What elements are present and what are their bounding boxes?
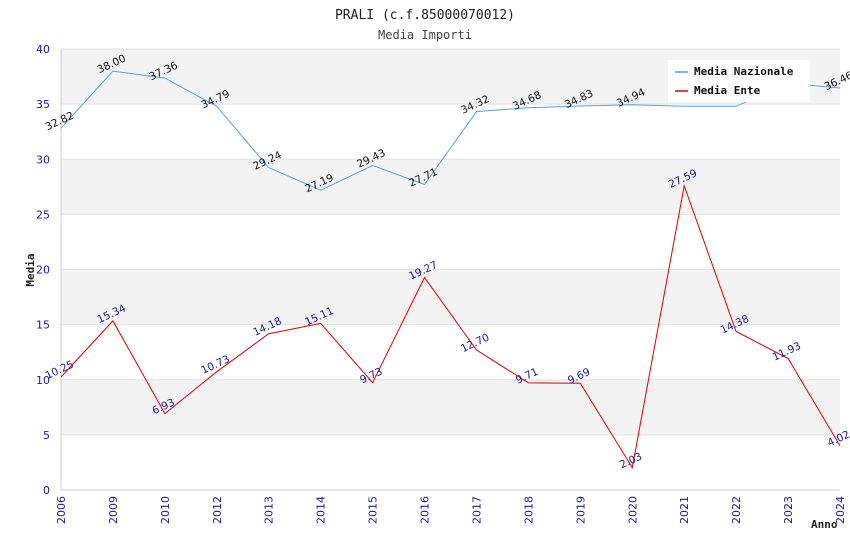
y-tick-label: 15 xyxy=(36,319,50,332)
x-tick-label: 2006 xyxy=(55,496,68,524)
grid-bands xyxy=(61,49,840,490)
x-tick-label: 2018 xyxy=(522,496,535,524)
x-tick-label: 2016 xyxy=(419,496,432,524)
legend-label-ente: Media Ente xyxy=(694,84,761,97)
chart-title: PRALI (c.f.85000070012) xyxy=(335,8,515,23)
x-tick-label: 2010 xyxy=(159,496,172,524)
x-tick-label: 2022 xyxy=(730,496,743,524)
axes xyxy=(60,49,840,491)
grid-band xyxy=(61,269,840,325)
grid-band xyxy=(61,434,840,490)
series-line-ente xyxy=(60,183,841,469)
x-tick-label: 2014 xyxy=(315,496,328,524)
grid-band xyxy=(61,159,840,215)
grid-band xyxy=(61,379,840,435)
grid-band xyxy=(61,214,840,270)
x-tick-label: 2017 xyxy=(470,496,483,524)
x-tick-label: 2015 xyxy=(367,496,380,524)
series-line-nazionale xyxy=(60,70,841,191)
chart-subtitle: Media Importi xyxy=(378,28,472,42)
legend-box xyxy=(668,60,810,102)
legend: Media Nazionale Media Ente xyxy=(668,60,810,102)
grid-band xyxy=(61,324,840,380)
x-tick-label: 2024 xyxy=(834,496,847,524)
grid-band xyxy=(61,104,840,160)
y-tick-label: 0 xyxy=(43,484,50,497)
y-tick-label: 35 xyxy=(36,98,50,111)
y-tick-label: 40 xyxy=(36,43,50,56)
y-axis-label: Media xyxy=(24,253,37,286)
x-tick-label: 2021 xyxy=(678,496,691,524)
y-tick-label: 10 xyxy=(36,374,50,387)
x-axis-label: Anno xyxy=(811,518,838,531)
x-tick-label: 2012 xyxy=(211,496,224,524)
x-tick-label: 2013 xyxy=(263,496,276,524)
y-axis-ticks: 0 5 10 15 20 25 30 35 40 xyxy=(36,43,50,497)
x-tick-label: 2023 xyxy=(782,496,795,524)
y-tick-label: 5 xyxy=(43,429,50,442)
y-tick-label: 20 xyxy=(36,264,50,277)
y-tick-label: 30 xyxy=(36,153,50,166)
x-axis-ticks: 2006 2009 2010 2012 2013 2014 2015 2016 2017 2018… xyxy=(55,496,847,524)
series-lines xyxy=(60,70,841,469)
y-tick-label: 25 xyxy=(36,208,50,221)
x-tick-label: 2019 xyxy=(574,496,587,524)
legend-label-nazionale: Media Nazionale xyxy=(694,65,794,78)
x-tick-label: 2009 xyxy=(107,496,120,524)
x-tick-label: 2020 xyxy=(626,496,639,524)
